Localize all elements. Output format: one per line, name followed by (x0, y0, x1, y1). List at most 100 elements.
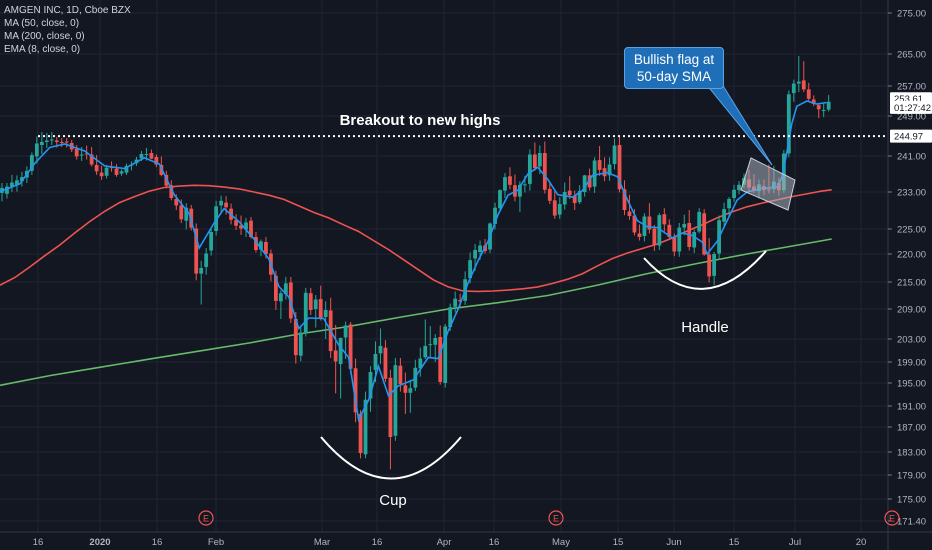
legend-ma50[interactable]: MA (50, close, 0) (4, 18, 80, 29)
earnings-marker[interactable]: E (884, 510, 900, 526)
candle-body (273, 275, 278, 301)
candle-body (547, 188, 552, 201)
candle (64, 138, 69, 148)
candle-body (29, 155, 34, 171)
breakout-annotation: Breakout to new highs (340, 112, 501, 129)
candle-body (408, 388, 413, 393)
candle-body (622, 189, 627, 211)
candle-body (642, 216, 647, 236)
candle (602, 157, 607, 182)
candle-body (74, 149, 79, 157)
candle-body (54, 140, 59, 142)
candle-body (378, 345, 383, 354)
candle (816, 103, 821, 118)
earnings-marker[interactable]: E (548, 510, 564, 526)
candle-body (308, 293, 313, 310)
candle-body (577, 191, 582, 203)
candle-body (677, 227, 682, 252)
callout-line-2: 50-day SMA (636, 69, 712, 84)
candle (288, 276, 293, 323)
candle-body (84, 153, 89, 155)
candle-body (139, 154, 144, 159)
grid-lines (0, 0, 888, 532)
callout-pointer (704, 83, 773, 166)
candle (224, 196, 228, 215)
candle-body (592, 160, 597, 187)
candle-body (508, 176, 512, 185)
price-tick-label: 249.00 (897, 112, 926, 123)
candle (194, 223, 199, 281)
candle (642, 213, 647, 242)
candle-body (44, 140, 49, 142)
candle (791, 79, 796, 102)
candle-body (313, 299, 318, 309)
candle-body (239, 225, 243, 229)
candle-body (527, 154, 532, 184)
ma50-line (0, 184, 832, 293)
candle-body (667, 224, 672, 237)
candle (308, 287, 313, 315)
candle (597, 146, 602, 176)
earnings-marker[interactable]: E (198, 510, 214, 526)
candle-body (124, 165, 129, 173)
candle (806, 82, 811, 101)
candle-body (438, 337, 443, 382)
time-tick-label: 16 (33, 537, 44, 548)
candle-body (10, 182, 14, 187)
candle (378, 328, 383, 365)
candle-body (607, 164, 612, 176)
candle-body (149, 153, 154, 159)
candle (239, 215, 243, 235)
candle-body (199, 268, 204, 274)
candle (44, 133, 49, 148)
candle-body (537, 153, 542, 167)
candle (647, 203, 652, 234)
candle (677, 222, 682, 257)
candle-body (433, 338, 438, 345)
candle-body (293, 319, 298, 356)
time-tick-label: Apr (437, 537, 452, 548)
bullish-flag-callout: Bullish flag at 50-day SMA (624, 47, 724, 89)
legend-ma200[interactable]: MA (200, close, 0) (4, 31, 85, 42)
candle (503, 173, 507, 199)
candle-body (209, 232, 214, 251)
candle-body (657, 215, 662, 246)
candle-body (114, 168, 119, 175)
candle-body (79, 154, 84, 156)
candle (303, 287, 308, 337)
candle-body (532, 154, 537, 169)
time-tick-label: Jul (789, 537, 801, 548)
candle (637, 224, 642, 241)
candle (821, 102, 826, 117)
candle-body (428, 344, 433, 346)
candle (428, 326, 433, 359)
price-axis-bg[interactable] (888, 0, 932, 550)
price-tick-label: 220.00 (897, 250, 926, 261)
candle-body (627, 211, 632, 217)
price-tick-label: 257.00 (897, 82, 926, 93)
candle-body (393, 365, 398, 436)
candle (368, 366, 373, 412)
candle-body (94, 165, 99, 172)
candle-body (154, 156, 159, 165)
candle (552, 190, 557, 219)
candle (10, 174, 14, 192)
candle (393, 357, 398, 441)
candle-body (493, 207, 497, 224)
legend-ema8[interactable]: EMA (8, close, 0) (4, 44, 81, 55)
candle-body (697, 211, 702, 232)
ma200-line (0, 238, 832, 387)
ema8-polyline (0, 100, 827, 423)
candle (493, 202, 497, 230)
candle-body (567, 190, 572, 196)
callout-line-1: Bullish flag at (633, 52, 715, 67)
candle-body (597, 160, 602, 170)
candle (811, 95, 816, 107)
candle (697, 208, 702, 234)
price-tick-label: 171.40 (897, 517, 926, 528)
price-tick-label: 233.00 (897, 188, 926, 199)
price-label-text: 244.97 (894, 132, 923, 143)
time-tick-label: Mar (314, 537, 330, 548)
candle (94, 155, 99, 175)
